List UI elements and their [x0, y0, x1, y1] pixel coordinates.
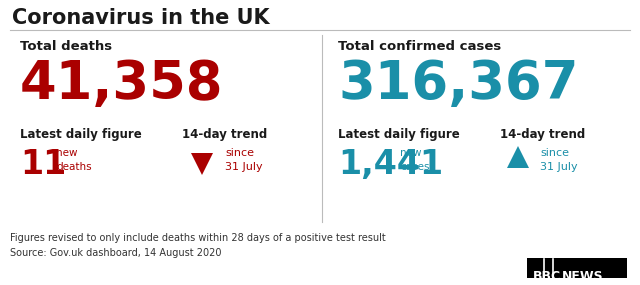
Text: Figures revised to only include deaths within 28 days of a positive test result: Figures revised to only include deaths w… — [10, 233, 386, 243]
Text: 11: 11 — [20, 148, 67, 181]
Text: since
31 July: since 31 July — [225, 148, 262, 172]
Text: since
31 July: since 31 July — [540, 148, 578, 172]
Text: Coronavirus in the UK: Coronavirus in the UK — [12, 8, 269, 28]
Text: new
cases: new cases — [400, 148, 429, 172]
Text: Total confirmed cases: Total confirmed cases — [338, 40, 501, 53]
Text: 14-day trend: 14-day trend — [182, 128, 268, 141]
Text: 316,367: 316,367 — [338, 58, 579, 110]
Text: NEWS: NEWS — [562, 270, 604, 283]
FancyBboxPatch shape — [527, 258, 627, 278]
Text: Latest daily figure: Latest daily figure — [20, 128, 141, 141]
Text: Total deaths: Total deaths — [20, 40, 112, 53]
Text: BBC: BBC — [533, 270, 561, 283]
Text: Latest daily figure: Latest daily figure — [338, 128, 460, 141]
Text: 14-day trend: 14-day trend — [500, 128, 585, 141]
Text: new
deaths: new deaths — [56, 148, 92, 172]
Text: 41,358: 41,358 — [20, 58, 223, 110]
Text: 1,441: 1,441 — [338, 148, 443, 181]
Text: Source: Gov.uk dashboard, 14 August 2020: Source: Gov.uk dashboard, 14 August 2020 — [10, 248, 221, 258]
